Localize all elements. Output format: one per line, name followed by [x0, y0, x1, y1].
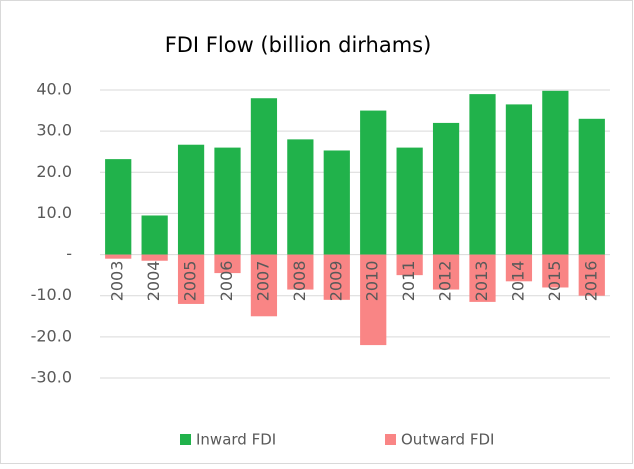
x-tick-label: 2009 — [326, 261, 345, 302]
y-tick-label: 40.0 — [36, 80, 72, 99]
x-tick-label: 2012 — [436, 261, 455, 302]
bar — [287, 139, 314, 255]
bar — [250, 98, 278, 255]
bar — [469, 254, 496, 302]
x-tick-label: 2011 — [399, 261, 418, 302]
bar — [432, 122, 460, 255]
bar — [214, 147, 241, 255]
y-tick-label: 30.0 — [36, 121, 72, 140]
bar — [542, 254, 569, 288]
bar — [505, 254, 533, 282]
y-tick-label: 20.0 — [36, 162, 72, 181]
bar — [360, 110, 387, 255]
bar — [177, 144, 205, 255]
x-tick-label: 2016 — [581, 261, 600, 302]
bar — [323, 150, 350, 255]
x-tick-label: 2005 — [181, 261, 200, 302]
bar — [578, 118, 605, 255]
x-tick-label: 2015 — [545, 261, 564, 302]
bar — [287, 254, 314, 290]
x-tick-label: 2003 — [108, 261, 127, 302]
bar — [469, 94, 496, 255]
bar — [360, 254, 387, 346]
bar — [396, 147, 423, 255]
legend-swatch — [385, 434, 396, 445]
bar — [578, 254, 605, 296]
legend-label: Inward FDI — [196, 431, 276, 449]
y-tick-label: - — [66, 244, 72, 263]
bar — [505, 104, 533, 255]
x-tick-label: 2010 — [363, 261, 382, 302]
bar — [432, 254, 460, 290]
bar — [177, 254, 205, 304]
x-tick-label: 2008 — [290, 261, 309, 302]
legend-label: Outward FDI — [401, 431, 494, 449]
y-tick-label: 10.0 — [36, 203, 72, 222]
bar — [105, 159, 132, 255]
bar — [250, 254, 278, 317]
x-tick-label: 2013 — [472, 261, 491, 302]
x-tick-label: 2014 — [508, 261, 527, 302]
x-tick-label: 2007 — [253, 261, 272, 302]
x-tick-label: 2004 — [144, 261, 163, 302]
bar — [105, 254, 132, 259]
y-tick-label: -10.0 — [31, 285, 72, 304]
bar — [141, 215, 168, 255]
y-tick-label: -30.0 — [31, 368, 72, 387]
y-tick-label: -20.0 — [31, 326, 72, 345]
x-tick-label: 2006 — [217, 261, 236, 302]
legend-swatch — [180, 434, 191, 445]
bar — [542, 90, 569, 255]
chart-title: FDI Flow (billion dirhams) — [165, 33, 432, 57]
bar — [323, 254, 350, 300]
bar — [141, 254, 168, 261]
bar — [214, 254, 241, 274]
bar — [396, 254, 423, 276]
